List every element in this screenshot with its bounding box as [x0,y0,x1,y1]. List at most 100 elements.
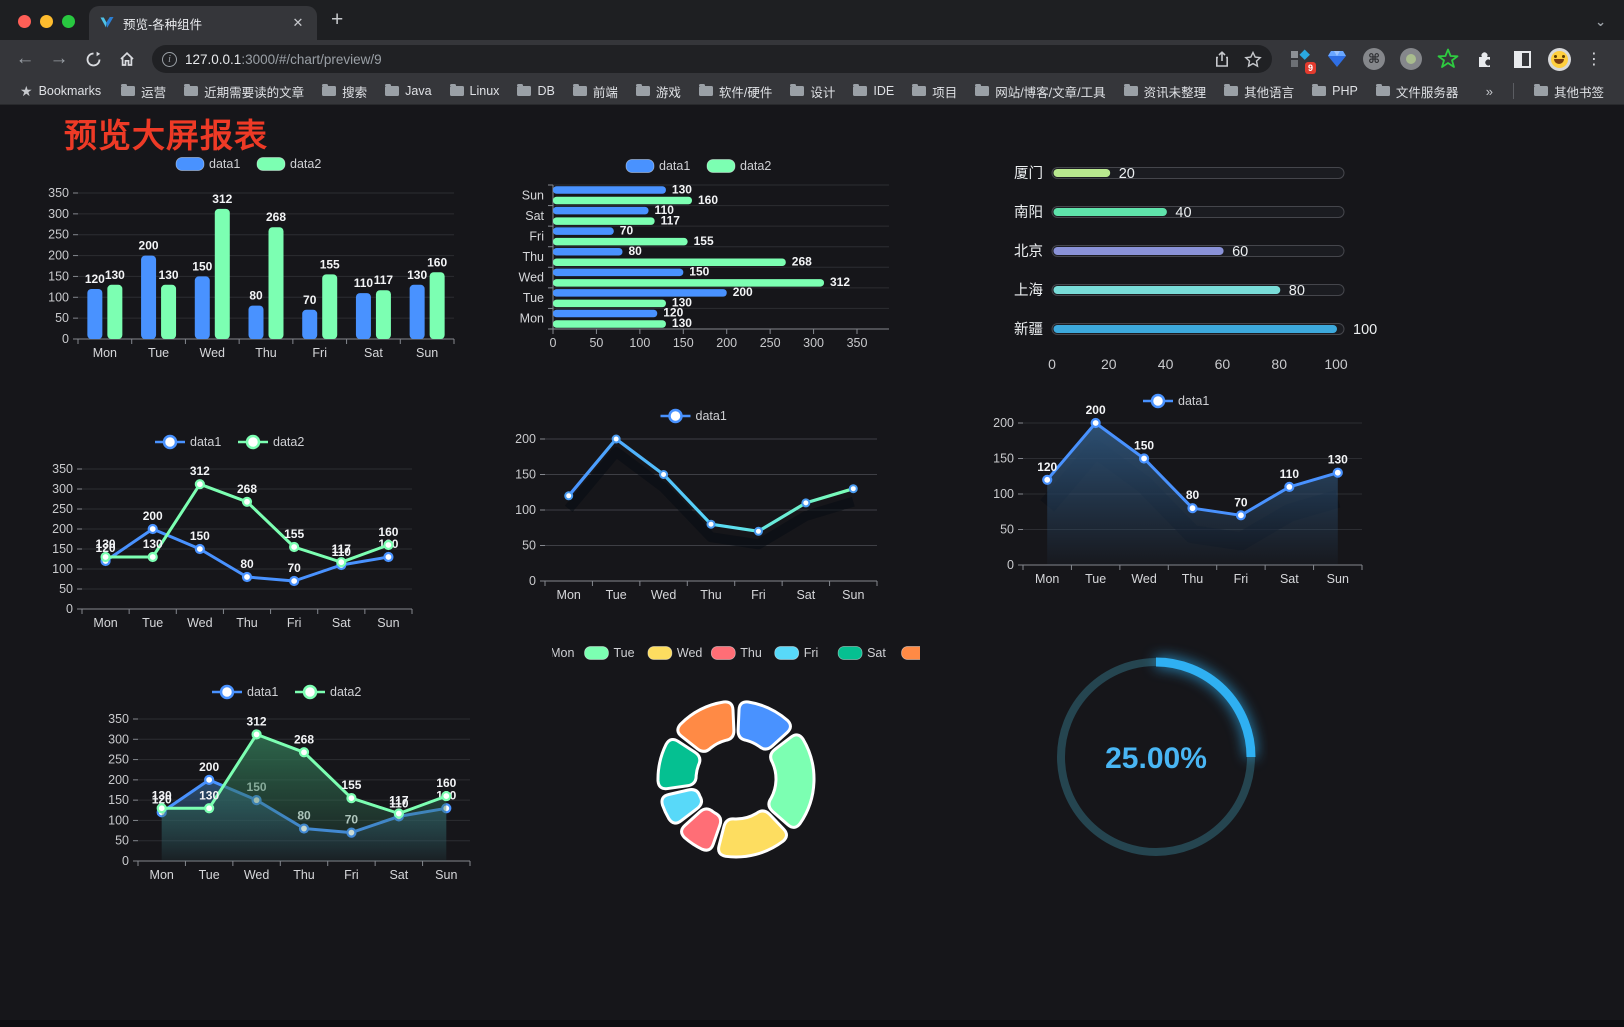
chart-gradient-line[interactable]: data1 0 50 100 150 200 Mon Tue Wed Thu Fri Sat Sun [505,401,885,613]
chart-two-lines[interactable]: data1 data2 0 50 100 150 200 250 300 350 Mon Tue Wed… [42,427,420,639]
folder-icon [1312,83,1327,96]
bookmark-folder-item[interactable]: 运营 [113,80,174,103]
site-info-icon[interactable]: i [162,51,177,67]
tab-preview[interactable]: 预览-各种组件 ✕ [89,6,317,40]
svg-text:70: 70 [303,293,317,307]
bookmark-folder-item[interactable]: 其他语言 [1216,80,1302,103]
puzzle-extensions-icon[interactable] [1473,47,1497,71]
bookmark-folder-item[interactable]: 资讯未整理 [1116,80,1215,103]
svg-text:120: 120 [85,272,105,286]
svg-text:0: 0 [122,854,129,868]
fullscreen-window-button[interactable] [62,15,75,28]
svg-text:Wed: Wed [1131,572,1157,586]
chart-area-line[interactable]: data1 0 50 100 150 200 Mon Tue Wed Thu Fri Sat Sun 12… [985,389,1370,599]
bookmark-folder-item[interactable]: IDE [845,82,902,100]
bookmarks-overflow-chevron[interactable]: » [1485,83,1493,99]
svg-text:data1: data1 [209,157,240,171]
svg-text:120: 120 [96,541,116,555]
chart-grouped-bar[interactable]: data1 data2 0 50 100 150 200 250 300 350 Mon Tue Wed… [40,149,460,367]
bookmark-folder-item[interactable]: DB [509,82,562,100]
bookmark-star-icon[interactable] [1244,50,1262,68]
svg-text:data2: data2 [740,159,771,173]
svg-text:300: 300 [48,207,69,221]
command-extension-icon[interactable]: ⌘ [1362,47,1386,71]
chart-gauge[interactable]: 25.00% [1044,643,1268,875]
bookmark-folder-item[interactable]: 网站/博客/文章/工具 [967,80,1113,103]
folder-icon [184,83,199,96]
bookmark-folder-item[interactable]: PHP [1304,82,1366,100]
bookmark-folder-item[interactable]: 搜索 [314,80,375,103]
svg-text:130: 130 [672,316,692,330]
reload-button[interactable] [78,44,108,74]
svg-text:160: 160 [436,776,456,790]
svg-text:312: 312 [830,275,850,289]
svg-text:130: 130 [1328,453,1348,467]
dot-extension-icon[interactable] [1399,47,1423,71]
dark-mode-extension-icon[interactable] [1510,47,1534,71]
bookmark-folder-item[interactable]: 文件服务器 [1368,80,1467,103]
bookmark-folder-item[interactable]: 软件/硬件 [691,80,780,103]
svg-text:120: 120 [152,792,172,806]
forward-button[interactable]: → [49,48,69,69]
back-button[interactable]: ← [15,48,35,69]
svg-text:40: 40 [1175,205,1191,221]
svg-text:0: 0 [529,574,536,588]
bookmark-folder-item[interactable]: Linux [442,82,508,100]
svg-text:Sun: Sun [435,868,457,882]
new-tab-button[interactable]: + [331,8,344,31]
svg-text:200: 200 [515,432,536,446]
close-window-button[interactable] [18,15,31,28]
svg-text:Thu: Thu [700,588,722,602]
bookmark-folder-item[interactable]: 设计 [782,80,843,103]
tab-strip-chevron-icon[interactable]: ⌄ [1595,14,1606,29]
tab-close-icon[interactable]: ✕ [292,15,304,30]
svg-text:Thu: Thu [293,868,315,882]
svg-text:Sat: Sat [1280,572,1299,586]
browser-menu-icon[interactable]: ⋮ [1586,51,1602,68]
address-bar[interactable]: i 127.0.0.1:3000/#/chart/preview/9 [152,45,1272,73]
svg-text:150: 150 [689,265,709,279]
svg-text:Fri: Fri [751,588,766,602]
bookmarks-manager-item[interactable]: ★ Bookmarks [12,81,109,102]
svg-text:70: 70 [1234,495,1248,509]
chart-two-area-lines[interactable]: data1 data2 0 50 100 150 200 250 300 350 Mon Tue Wed… [98,677,478,891]
svg-text:70: 70 [620,223,634,237]
svg-text:0: 0 [1007,558,1014,572]
svg-text:0: 0 [66,602,73,616]
share-icon[interactable] [1214,50,1230,68]
svg-text:Sun: Sun [522,188,544,202]
bookmark-folder-item[interactable]: 游戏 [628,80,689,103]
svg-text:110: 110 [655,203,675,217]
svg-text:data1: data1 [247,685,278,699]
folder-icon [517,83,532,96]
svg-text:268: 268 [266,210,286,224]
bookmark-folder-item[interactable]: Java [377,82,439,100]
svg-text:Thu: Thu [236,616,258,630]
chart-progress-bars[interactable]: 厦门 20 南阳 40 北京 60 上海 80 新疆 100 0 20 40 60 80 100 [1000,157,1390,377]
bookmarks-label: Bookmarks [38,84,102,98]
svg-text:40: 40 [1158,356,1174,372]
svg-text:Mon: Mon [557,588,581,602]
svg-text:Wed: Wed [519,271,545,285]
site-favicon-icon [99,14,115,33]
svg-text:data1: data1 [659,159,690,173]
svg-text:350: 350 [52,462,73,476]
extension-grid-icon[interactable]: 9 [1288,47,1316,74]
green-star-extension-icon[interactable] [1436,47,1460,71]
svg-text:160: 160 [698,193,718,207]
minimize-window-button[interactable] [40,15,53,28]
bookmark-folder-item[interactable]: 项目 [904,80,965,103]
bookmark-folder-item[interactable]: 前端 [565,80,626,103]
gem-extension-icon[interactable] [1325,47,1349,71]
folder-icon [1123,83,1138,96]
url-text[interactable]: 127.0.0.1:3000/#/chart/preview/9 [185,51,382,67]
home-button[interactable] [112,44,142,74]
bookmark-label: 项目 [932,85,958,100]
folder-icon [572,83,587,96]
emoji-extension-icon[interactable] [1547,47,1571,71]
svg-text:data1: data1 [1178,394,1209,408]
other-bookmarks-item[interactable]: 其他书签 [1526,80,1612,103]
bookmark-folder-item[interactable]: 近期需要读的文章 [176,80,312,103]
